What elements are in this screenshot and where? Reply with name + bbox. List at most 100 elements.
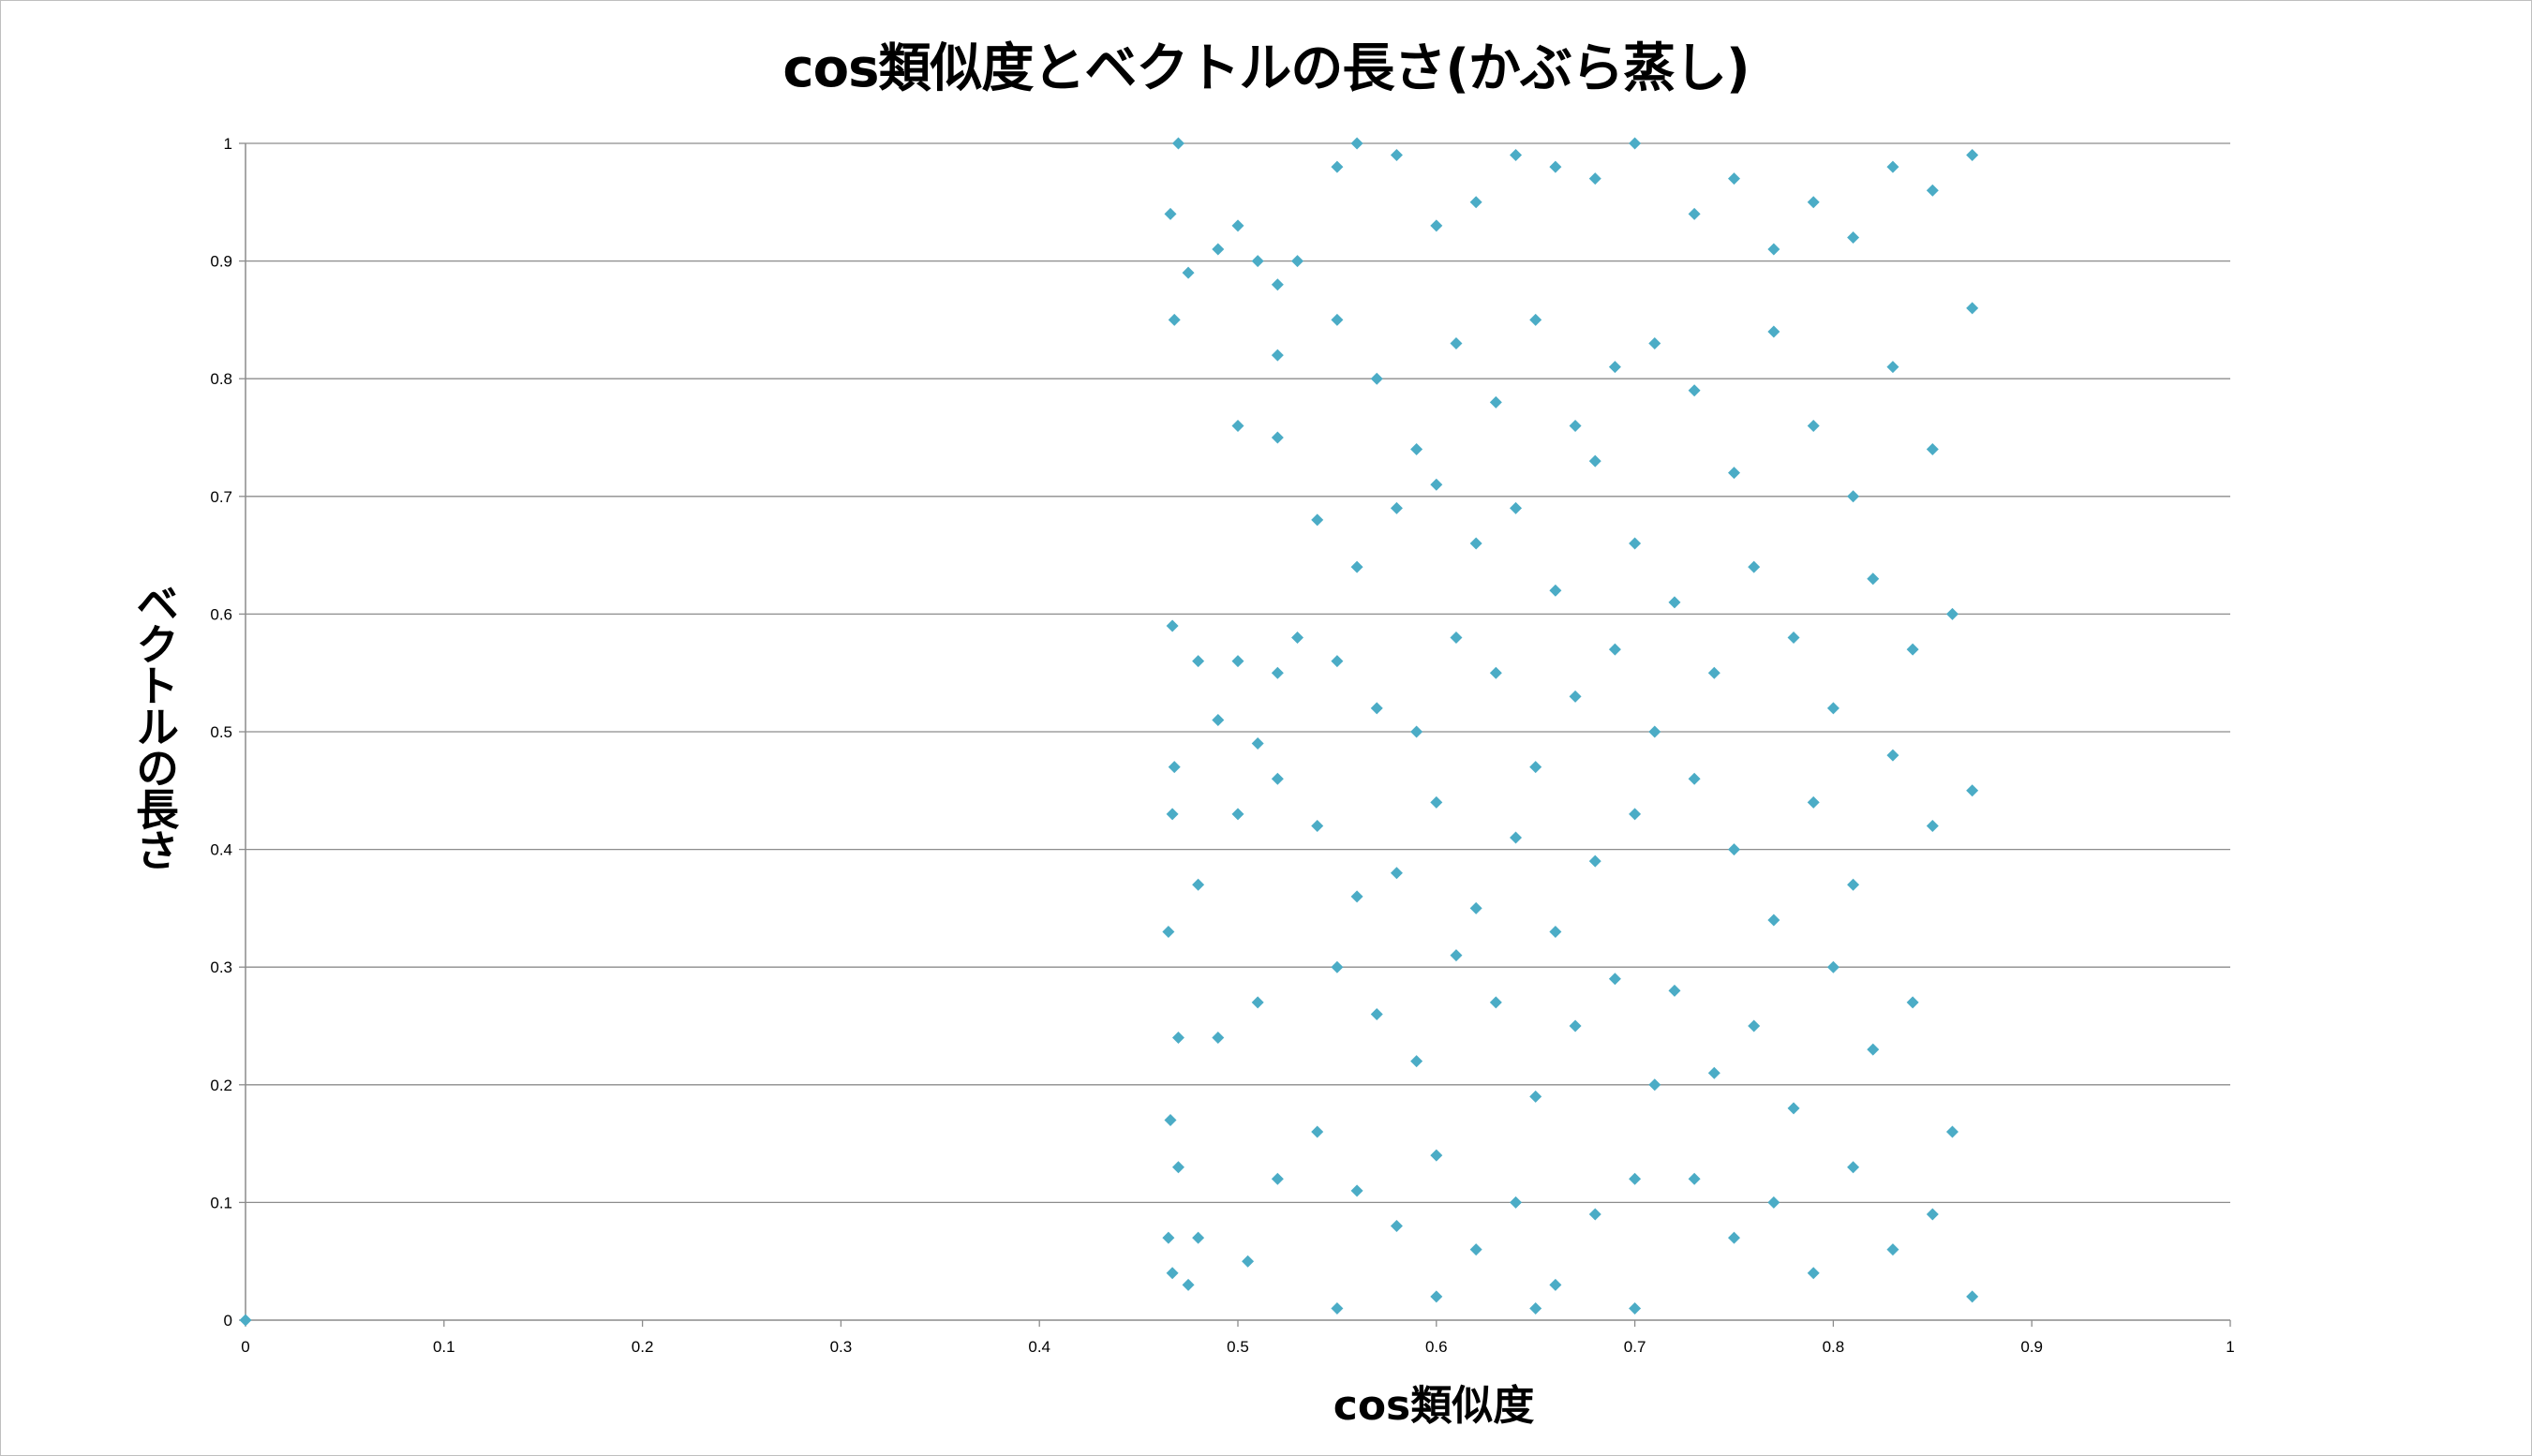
data-point	[1182, 266, 1195, 279]
data-point	[1906, 996, 1919, 1009]
data-point	[1271, 349, 1284, 362]
data-point	[1410, 443, 1423, 456]
data-point	[1529, 1090, 1542, 1103]
data-point	[1410, 1055, 1423, 1068]
data-point	[1966, 1290, 1979, 1303]
y-tick-label: 0	[224, 1312, 232, 1330]
data-point	[1192, 655, 1205, 668]
data-point	[1886, 160, 1899, 173]
data-point	[1489, 395, 1502, 409]
data-point	[1807, 795, 1820, 809]
data-point	[1886, 749, 1899, 762]
data-point	[1430, 478, 1443, 491]
data-point	[1271, 772, 1284, 785]
data-point	[1390, 1220, 1403, 1233]
data-points	[239, 137, 1979, 1327]
data-point	[1767, 1196, 1780, 1209]
y-tick-label: 0.2	[210, 1077, 232, 1094]
data-point	[1549, 926, 1562, 939]
x-tick-label: 0.7	[1624, 1338, 1646, 1356]
data-point	[1588, 454, 1601, 468]
x-tick-label: 0.1	[433, 1338, 455, 1356]
data-point	[1569, 690, 1582, 703]
data-point	[1469, 1243, 1482, 1256]
data-point	[1242, 1255, 1255, 1268]
data-point	[1192, 1231, 1205, 1244]
tick-labels: 0 0.1 0.2 0.3 0.4 0.5 0.6 0.7 0.8 0.9 1 0 0.1 0.2 0.3 0…	[210, 135, 2234, 1356]
data-point	[1271, 431, 1284, 444]
data-point	[1787, 1102, 1800, 1115]
data-point	[1826, 702, 1839, 715]
y-tick-label: 0.1	[210, 1194, 232, 1211]
data-point	[1311, 819, 1324, 832]
data-point	[1171, 1032, 1184, 1045]
data-point	[1510, 501, 1523, 514]
data-point	[1469, 901, 1482, 914]
data-point	[1430, 1290, 1443, 1303]
data-point	[1629, 137, 1642, 150]
data-point	[1390, 501, 1403, 514]
data-point	[1231, 655, 1244, 668]
data-point	[1648, 337, 1661, 350]
data-point	[1331, 1301, 1344, 1315]
data-point	[1728, 172, 1740, 186]
data-point	[1569, 419, 1582, 432]
data-point	[1629, 808, 1642, 821]
y-tick-label: 0.6	[210, 605, 232, 623]
data-point	[1430, 219, 1443, 232]
data-point	[1166, 1267, 1179, 1280]
chart-title: cos類似度とベクトルの長さ(かぶら蒸し)	[782, 38, 1750, 99]
data-point	[1847, 878, 1860, 891]
data-point	[1231, 808, 1244, 821]
data-point	[1291, 631, 1304, 645]
data-point	[1608, 973, 1621, 986]
data-point	[1688, 384, 1701, 397]
data-point	[1489, 666, 1502, 679]
data-point	[1549, 160, 1562, 173]
data-point	[1926, 1208, 1939, 1221]
data-point	[1331, 313, 1344, 326]
data-point	[1231, 219, 1244, 232]
data-point	[1212, 243, 1225, 256]
data-point	[1430, 795, 1443, 809]
data-point	[1271, 1172, 1284, 1185]
data-point	[1164, 207, 1177, 220]
data-point	[1171, 137, 1184, 150]
data-point	[1212, 713, 1225, 726]
data-point	[1370, 702, 1383, 715]
data-point	[1629, 537, 1642, 550]
data-point	[1510, 1196, 1523, 1209]
data-point	[1847, 490, 1860, 503]
data-point	[1648, 1078, 1661, 1092]
data-point	[1166, 619, 1179, 632]
y-tick-label: 0.7	[210, 488, 232, 506]
data-point	[1549, 584, 1562, 597]
data-point	[1668, 984, 1681, 997]
data-point	[1767, 914, 1780, 927]
y-tick-label: 0.4	[210, 841, 232, 859]
data-point	[1608, 361, 1621, 374]
data-point	[1291, 255, 1304, 268]
data-point	[1311, 513, 1324, 527]
data-point	[1450, 949, 1463, 962]
data-point	[1370, 1007, 1383, 1020]
data-point	[1231, 419, 1244, 432]
data-point	[1469, 537, 1482, 550]
data-point	[1390, 867, 1403, 880]
data-point	[1162, 1231, 1175, 1244]
y-axis-title: ベクトルの長さ	[129, 581, 180, 869]
data-point	[1450, 631, 1463, 645]
x-tick-label: 0.4	[1028, 1338, 1050, 1356]
data-point	[1168, 313, 1181, 326]
x-tick-label: 0.6	[1425, 1338, 1448, 1356]
data-point	[1707, 666, 1720, 679]
data-point	[1867, 1043, 1880, 1056]
data-point	[1529, 1301, 1542, 1315]
x-tick-label: 0	[241, 1338, 249, 1356]
data-point	[1168, 761, 1181, 774]
data-point	[1529, 313, 1542, 326]
data-point	[1430, 1149, 1443, 1162]
data-point	[1886, 1243, 1899, 1256]
data-point	[1945, 1125, 1959, 1138]
